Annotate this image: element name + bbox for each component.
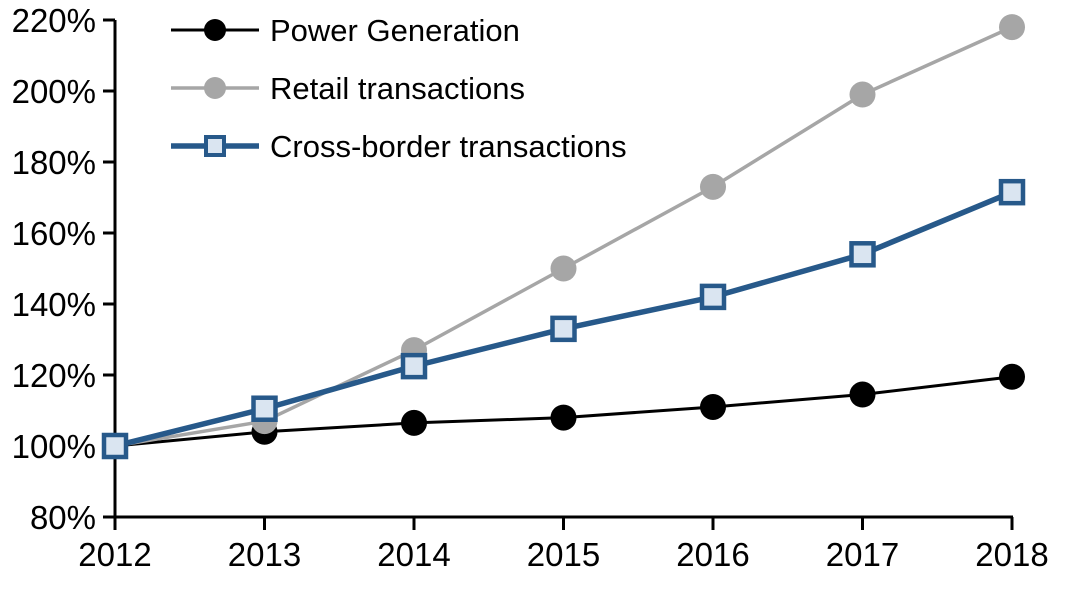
legend-item-cross-border-transactions: Cross-border transactions (167, 117, 627, 175)
data-point-marker (400, 352, 428, 380)
axes: 80% 100% 120% 140% 160% 180% 200% 220% 2012 2013 2… (12, 2, 1049, 573)
data-point-marker (251, 395, 278, 422)
data-point-marker (401, 409, 427, 436)
legend: Power Generation Retail transactions Cross… (167, 1, 627, 175)
data-point-marker (101, 432, 129, 460)
data-point-marker (700, 173, 726, 200)
data-point-marker (550, 255, 577, 282)
legend-marker-square (204, 135, 226, 157)
y-tick-label: 140% (12, 286, 96, 323)
y-tick-label: 160% (12, 215, 96, 252)
series-cross-border-transactions (101, 178, 1026, 460)
data-point-marker (998, 178, 1026, 206)
y-tick-label: 120% (12, 357, 96, 394)
x-tick-label: 2013 (228, 536, 301, 573)
data-point-marker (699, 283, 727, 311)
x-tick-label: 2014 (377, 536, 450, 573)
data-point-marker (550, 404, 577, 431)
legend-item-retail-transactions: Retail transactions (167, 59, 627, 117)
x-tick-label: 2017 (826, 536, 899, 573)
y-tick-label: 200% (12, 73, 96, 110)
data-point-marker (700, 393, 726, 420)
legend-label: Cross-border transactions (270, 128, 627, 164)
x-tick-label: 2015 (527, 536, 600, 573)
data-point-marker (550, 315, 577, 343)
data-point-marker (849, 381, 876, 408)
x-tick-label: 2012 (78, 536, 151, 573)
y-tick-label: 80% (30, 499, 96, 536)
y-tick-label: 220% (12, 2, 96, 39)
data-point-marker (999, 363, 1025, 390)
y-tick-label: 180% (12, 144, 96, 181)
legend-marker-circle (204, 19, 226, 41)
data-point-marker (999, 14, 1025, 41)
data-point-marker (849, 241, 876, 268)
legend-label: Retail transactions (270, 70, 526, 106)
y-tick-label: 100% (12, 428, 96, 465)
x-tick-label: 2018 (975, 536, 1048, 573)
legend-label: Power Generation (270, 12, 520, 48)
series-power-generation (102, 363, 1025, 459)
legend-marker-circle (204, 77, 226, 99)
data-point-marker (849, 81, 876, 108)
x-tick-label: 2016 (676, 536, 749, 573)
legend-key-sample (171, 19, 259, 41)
legend-key-sample (171, 135, 259, 157)
legend-item-power-generation: Power Generation (167, 1, 627, 59)
legend-key-sample (171, 77, 259, 99)
